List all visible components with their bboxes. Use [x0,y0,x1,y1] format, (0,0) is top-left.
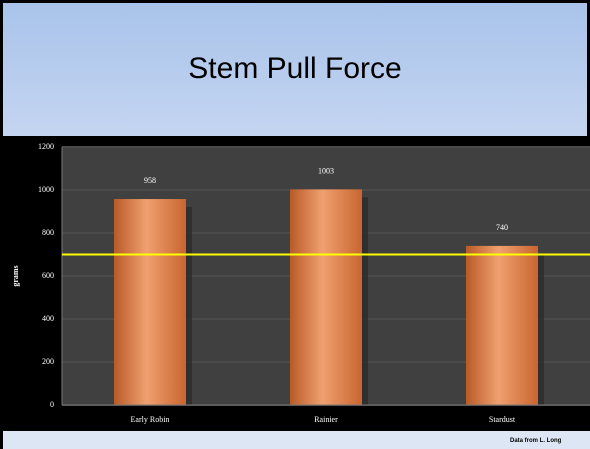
value-label: 1003 [318,166,334,175]
y-tick-label: 400 [42,314,54,323]
y-tick-label: 0 [50,400,54,409]
y-axis-label: grams [11,265,20,286]
y-tick-label: 200 [42,357,54,366]
bar [290,189,362,405]
x-tick-label: Stardust [489,415,516,424]
value-label: 958 [144,176,156,185]
bar [466,245,538,405]
bar [114,199,186,405]
y-tick-label: 1000 [38,185,54,194]
value-label: 740 [496,223,508,232]
slide-title: Stem Pull Force [188,52,401,85]
x-tick-label: Rainier [314,415,338,424]
footer-area [3,431,590,449]
y-tick-label: 1200 [38,142,54,151]
source-note: Data from L. Long [510,438,562,444]
y-tick-label: 600 [42,271,54,280]
title-area [3,3,587,136]
y-tick-label: 800 [42,228,54,237]
x-tick-label: Early Robin [131,415,170,424]
